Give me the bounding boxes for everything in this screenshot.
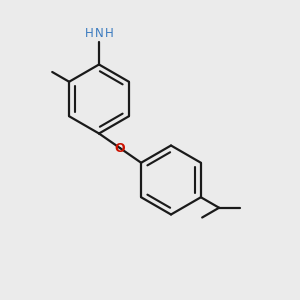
Text: H: H (104, 27, 113, 40)
Text: H: H (85, 27, 94, 40)
Text: N: N (94, 27, 103, 40)
Text: O: O (115, 142, 125, 154)
